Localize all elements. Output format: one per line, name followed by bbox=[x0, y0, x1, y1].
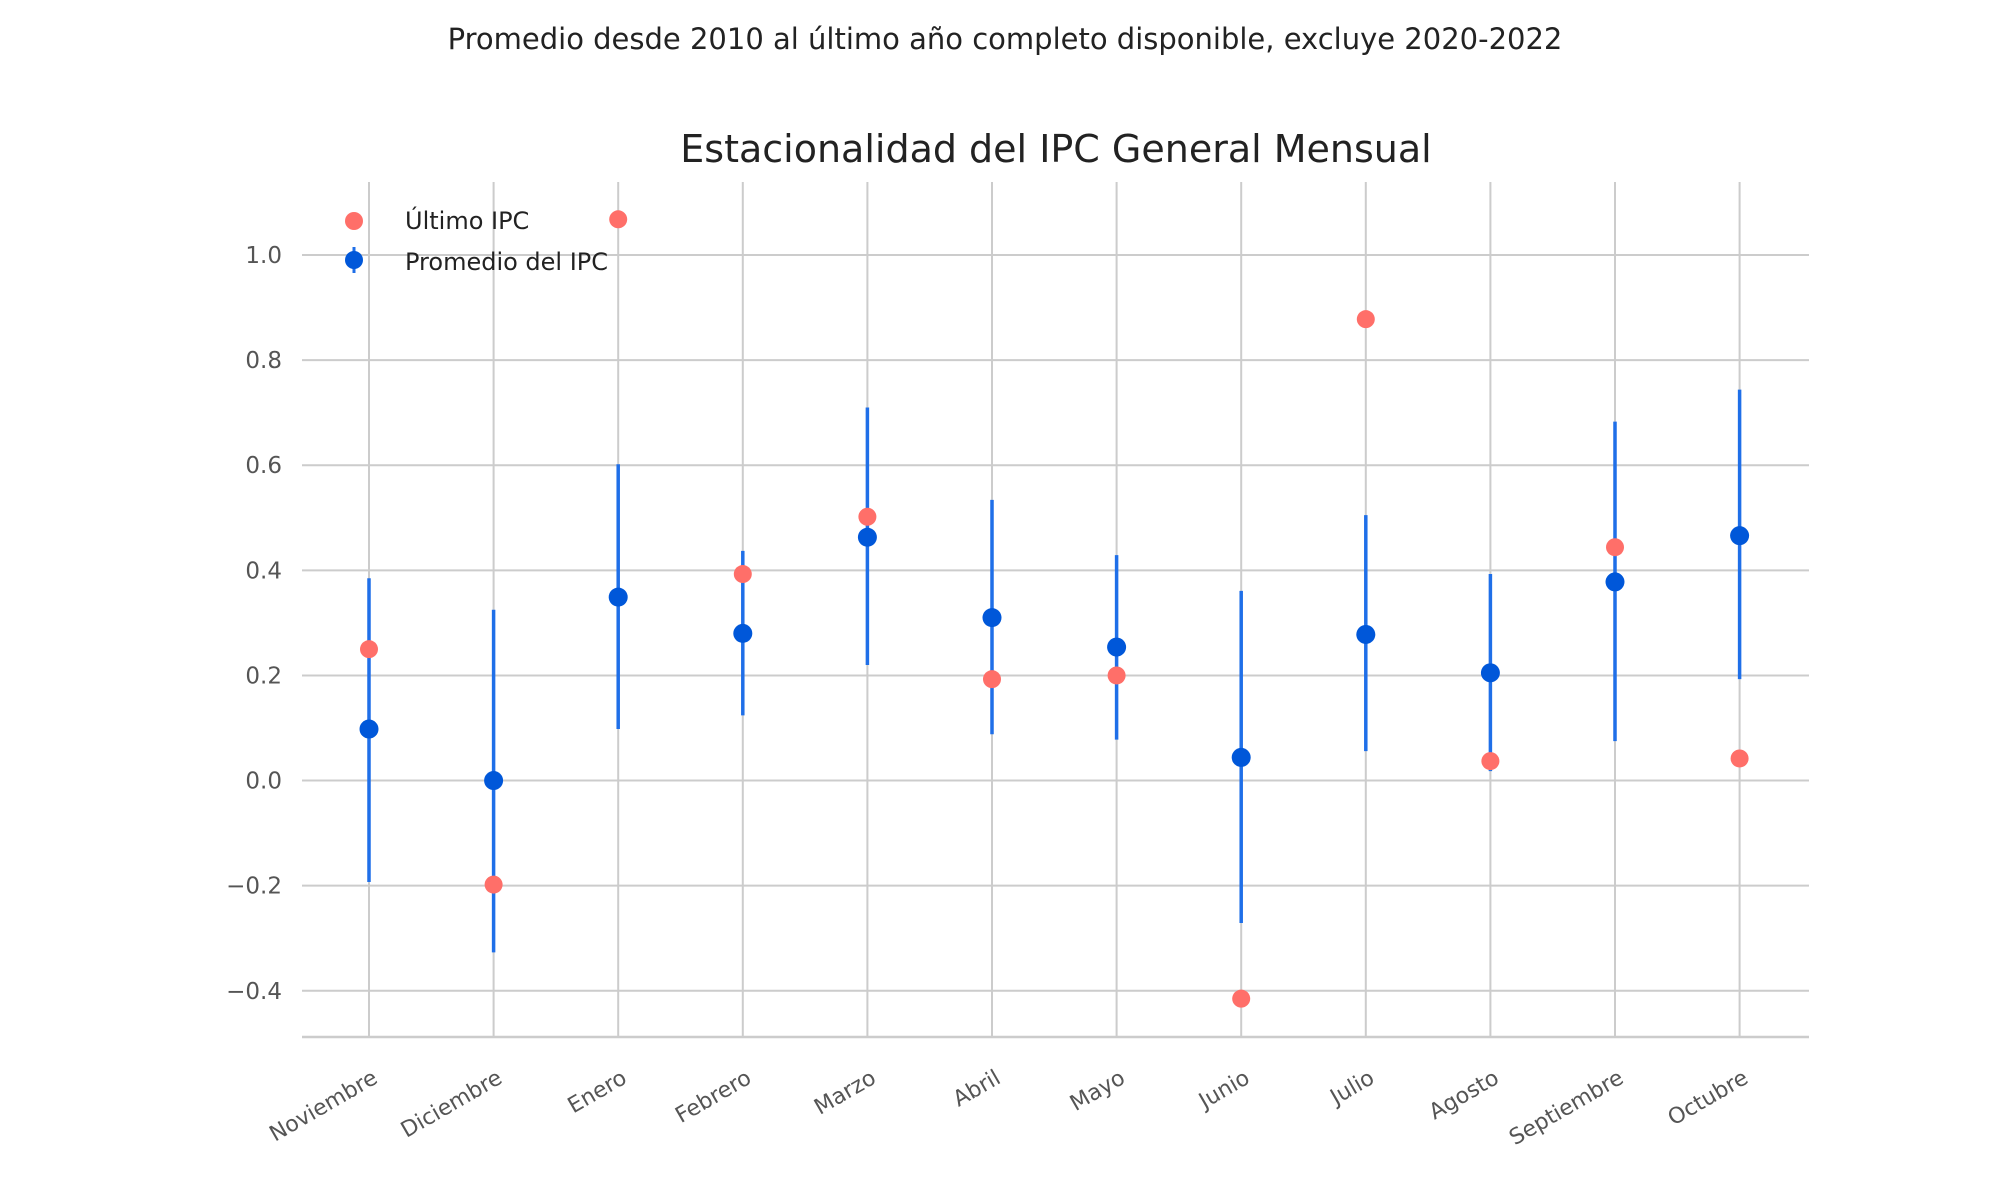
legend-label-ultimo: Último IPC bbox=[405, 205, 529, 235]
y-tick-label: 0.4 bbox=[245, 558, 282, 584]
point-ultimo-ipc bbox=[360, 640, 378, 659]
x-tick-label: Septiembre bbox=[1505, 1066, 1628, 1151]
x-tick-label: Enero bbox=[564, 1066, 631, 1119]
legend-marker-promedio bbox=[345, 251, 363, 269]
y-tick-label: 1.0 bbox=[245, 243, 282, 269]
point-promedio-ipc bbox=[1605, 572, 1625, 592]
point-promedio-ipc bbox=[982, 608, 1002, 628]
point-ultimo-ipc bbox=[1107, 666, 1126, 685]
point-ultimo-ipc bbox=[858, 507, 877, 526]
y-tick-label: 0.6 bbox=[245, 453, 282, 479]
point-ultimo-ipc bbox=[1356, 310, 1375, 329]
x-tick-label: Julio bbox=[1325, 1066, 1379, 1112]
y-tick-label: 0.8 bbox=[245, 348, 282, 374]
point-promedio-ipc bbox=[359, 719, 379, 739]
point-ultimo-ipc bbox=[609, 210, 628, 229]
point-promedio-ipc bbox=[1730, 526, 1750, 546]
x-tick-label: Agosto bbox=[1425, 1066, 1503, 1126]
point-promedio-ipc bbox=[1480, 663, 1500, 683]
x-tick-label: Mayo bbox=[1066, 1066, 1130, 1117]
point-promedio-ipc bbox=[1356, 624, 1376, 644]
point-ultimo-ipc bbox=[484, 875, 503, 894]
y-tick-label: 0.0 bbox=[245, 769, 282, 795]
point-ultimo-ipc bbox=[1730, 749, 1749, 768]
point-promedio-ipc bbox=[1231, 747, 1251, 767]
x-tick-label: Marzo bbox=[810, 1066, 880, 1121]
chart-suptitle: Promedio desde 2010 al último año comple… bbox=[448, 22, 1563, 56]
point-promedio-ipc bbox=[608, 587, 628, 607]
x-tick-label: Octubre bbox=[1664, 1066, 1753, 1132]
x-tick-label: Diciembre bbox=[397, 1066, 507, 1144]
point-promedio-ipc bbox=[484, 771, 504, 791]
x-tick-label: Noviembre bbox=[266, 1066, 382, 1148]
legend: Último IPC Promedio del IPC bbox=[345, 205, 608, 276]
point-ultimo-ipc bbox=[983, 670, 1001, 689]
point-ultimo-ipc bbox=[1606, 538, 1624, 557]
point-promedio-ipc bbox=[733, 623, 753, 643]
point-ultimo-ipc bbox=[1232, 989, 1251, 1008]
point-ultimo-ipc bbox=[733, 565, 752, 584]
x-tick-label: Febrero bbox=[671, 1066, 755, 1129]
y-tick-label: −0.4 bbox=[226, 979, 282, 1005]
legend-label-promedio: Promedio del IPC bbox=[405, 248, 608, 276]
legend-marker-ultimo bbox=[345, 212, 363, 230]
x-tick-label: Junio bbox=[1193, 1066, 1254, 1116]
x-tick-label: Abril bbox=[949, 1066, 1005, 1113]
chart-title: Estacionalidad del IPC General Mensual bbox=[680, 127, 1431, 171]
point-promedio-ipc bbox=[857, 527, 877, 547]
point-ultimo-ipc bbox=[1481, 752, 1500, 771]
point-promedio-ipc bbox=[1107, 637, 1127, 657]
y-tick-label: −0.2 bbox=[226, 874, 282, 900]
y-tick-label: 0.2 bbox=[245, 663, 282, 689]
